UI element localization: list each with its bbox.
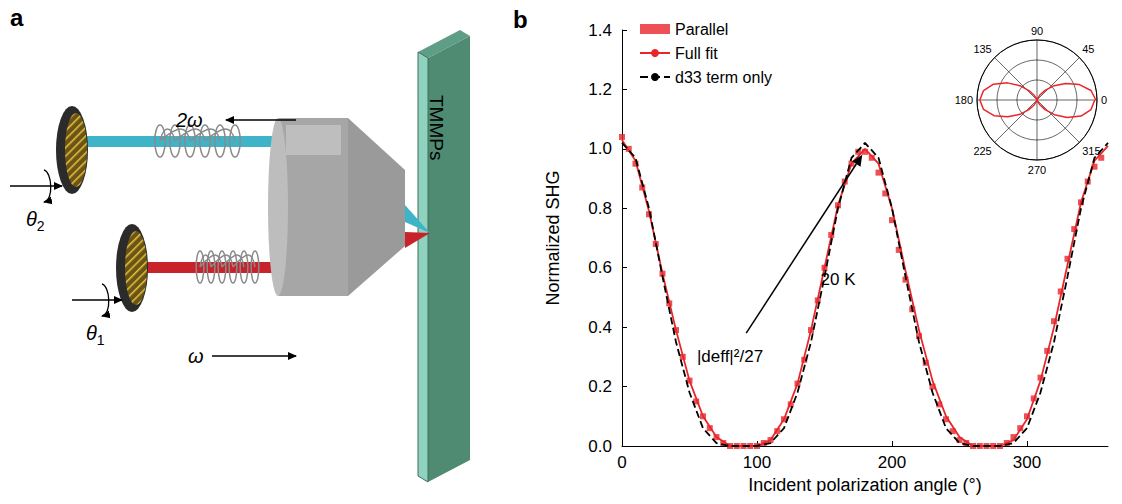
svg-text:20 K: 20 K xyxy=(821,270,857,289)
svg-text:Normalized SHG: Normalized SHG xyxy=(543,170,563,305)
svg-text:Full fit: Full fit xyxy=(675,45,718,62)
svg-text:ω: ω xyxy=(188,345,204,367)
svg-text:0.0: 0.0 xyxy=(588,437,612,456)
svg-text:2ω: 2ω xyxy=(175,109,203,131)
svg-text:θ1: θ1 xyxy=(86,322,105,348)
svg-text:200: 200 xyxy=(878,453,906,472)
svg-text:90: 90 xyxy=(1031,25,1043,37)
svg-text:b: b xyxy=(513,6,528,33)
svg-text:Incident polarization angle (°: Incident polarization angle (°) xyxy=(748,475,981,495)
svg-text:100: 100 xyxy=(743,453,771,472)
svg-text:0: 0 xyxy=(617,453,626,472)
svg-text:135: 135 xyxy=(973,43,991,55)
svg-text:0.6: 0.6 xyxy=(588,258,612,277)
svg-text:|deff|²/27: |deff|²/27 xyxy=(697,347,763,366)
svg-text:0.4: 0.4 xyxy=(588,318,612,337)
svg-text:270: 270 xyxy=(1028,164,1046,176)
svg-text:315: 315 xyxy=(1082,145,1100,157)
svg-text:1.2: 1.2 xyxy=(588,80,612,99)
svg-text:1.4: 1.4 xyxy=(588,21,612,40)
svg-text:180: 180 xyxy=(955,94,973,106)
svg-text:θ2: θ2 xyxy=(26,208,45,234)
svg-text:0.2: 0.2 xyxy=(588,377,612,396)
svg-text:a: a xyxy=(10,4,24,31)
svg-text:225: 225 xyxy=(973,145,991,157)
svg-text:300: 300 xyxy=(1013,453,1041,472)
svg-text:TMMPs: TMMPs xyxy=(426,95,447,160)
svg-text:0: 0 xyxy=(1101,94,1107,106)
svg-text:45: 45 xyxy=(1082,43,1094,55)
svg-text:1.0: 1.0 xyxy=(588,139,612,158)
svg-text:Parallel: Parallel xyxy=(675,21,728,38)
svg-text:0.8: 0.8 xyxy=(588,199,612,218)
svg-text:d33 term only: d33 term only xyxy=(675,69,772,86)
